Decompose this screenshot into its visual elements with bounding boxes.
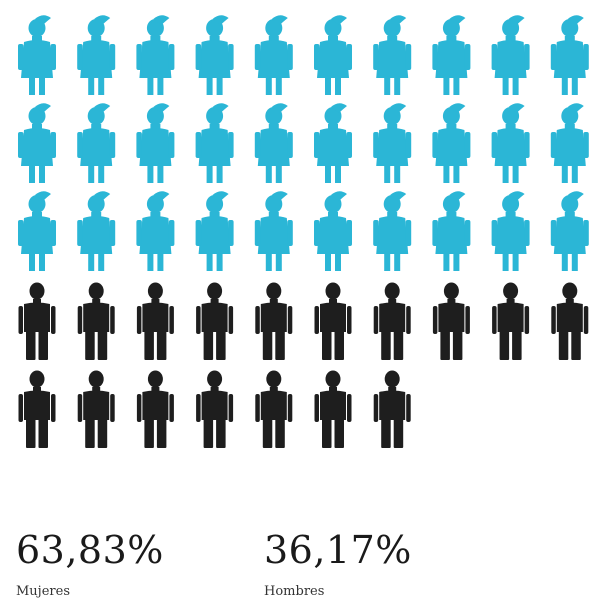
woman-figure-icon [195, 191, 234, 271]
woman-figure-icon [254, 191, 293, 271]
women-stat: 63,83% Mujeres [16, 528, 164, 599]
woman-figure-icon [254, 15, 293, 95]
woman-figure-icon [491, 103, 530, 183]
men-label: Hombres [264, 584, 325, 599]
man-figure-icon [18, 370, 56, 448]
woman-figure-icon [314, 15, 352, 95]
man-figure-icon [255, 370, 293, 448]
woman-figure-icon [18, 15, 56, 95]
woman-figure-icon [432, 15, 471, 95]
man-figure-icon [196, 370, 234, 448]
man-figure-icon [373, 370, 411, 448]
woman-figure-icon [491, 15, 530, 95]
woman-figure-icon [491, 191, 530, 271]
woman-figure-icon [18, 191, 56, 271]
man-figure-icon [432, 282, 470, 360]
woman-figure-icon [373, 15, 412, 95]
men-percent: 36,17% [264, 528, 412, 572]
woman-figure-icon [373, 103, 412, 183]
man-figure-icon [314, 282, 352, 360]
woman-figure-icon [18, 103, 56, 183]
woman-figure-icon [77, 191, 116, 271]
woman-figure-icon [136, 15, 175, 95]
man-figure-icon [255, 282, 293, 360]
pictogram-grid [18, 15, 589, 448]
women-label: Mujeres [16, 584, 70, 599]
woman-figure-icon [550, 191, 589, 271]
woman-figure-icon [254, 103, 293, 183]
woman-figure-icon [432, 191, 471, 271]
woman-figure-icon [432, 103, 471, 183]
man-figure-icon [136, 370, 174, 448]
man-figure-icon [77, 370, 115, 448]
woman-figure-icon [373, 191, 412, 271]
man-figure-icon [18, 282, 56, 360]
woman-figure-icon [77, 15, 116, 95]
woman-figure-icon [314, 103, 352, 183]
man-figure-icon [77, 282, 115, 360]
man-figure-icon [136, 282, 174, 360]
man-figure-icon [196, 282, 234, 360]
man-figure-icon [492, 282, 530, 360]
woman-figure-icon [314, 191, 352, 271]
woman-figure-icon [550, 103, 589, 183]
woman-figure-icon [136, 103, 175, 183]
women-percent: 63,83% [16, 528, 164, 572]
man-figure-icon [314, 370, 352, 448]
woman-figure-icon [77, 103, 116, 183]
man-figure-icon [551, 282, 589, 360]
woman-figure-icon [550, 15, 589, 95]
woman-figure-icon [136, 191, 175, 271]
woman-figure-icon [195, 103, 234, 183]
men-stat: 36,17% Hombres [264, 528, 412, 599]
man-figure-icon [373, 282, 411, 360]
woman-figure-icon [195, 15, 234, 95]
